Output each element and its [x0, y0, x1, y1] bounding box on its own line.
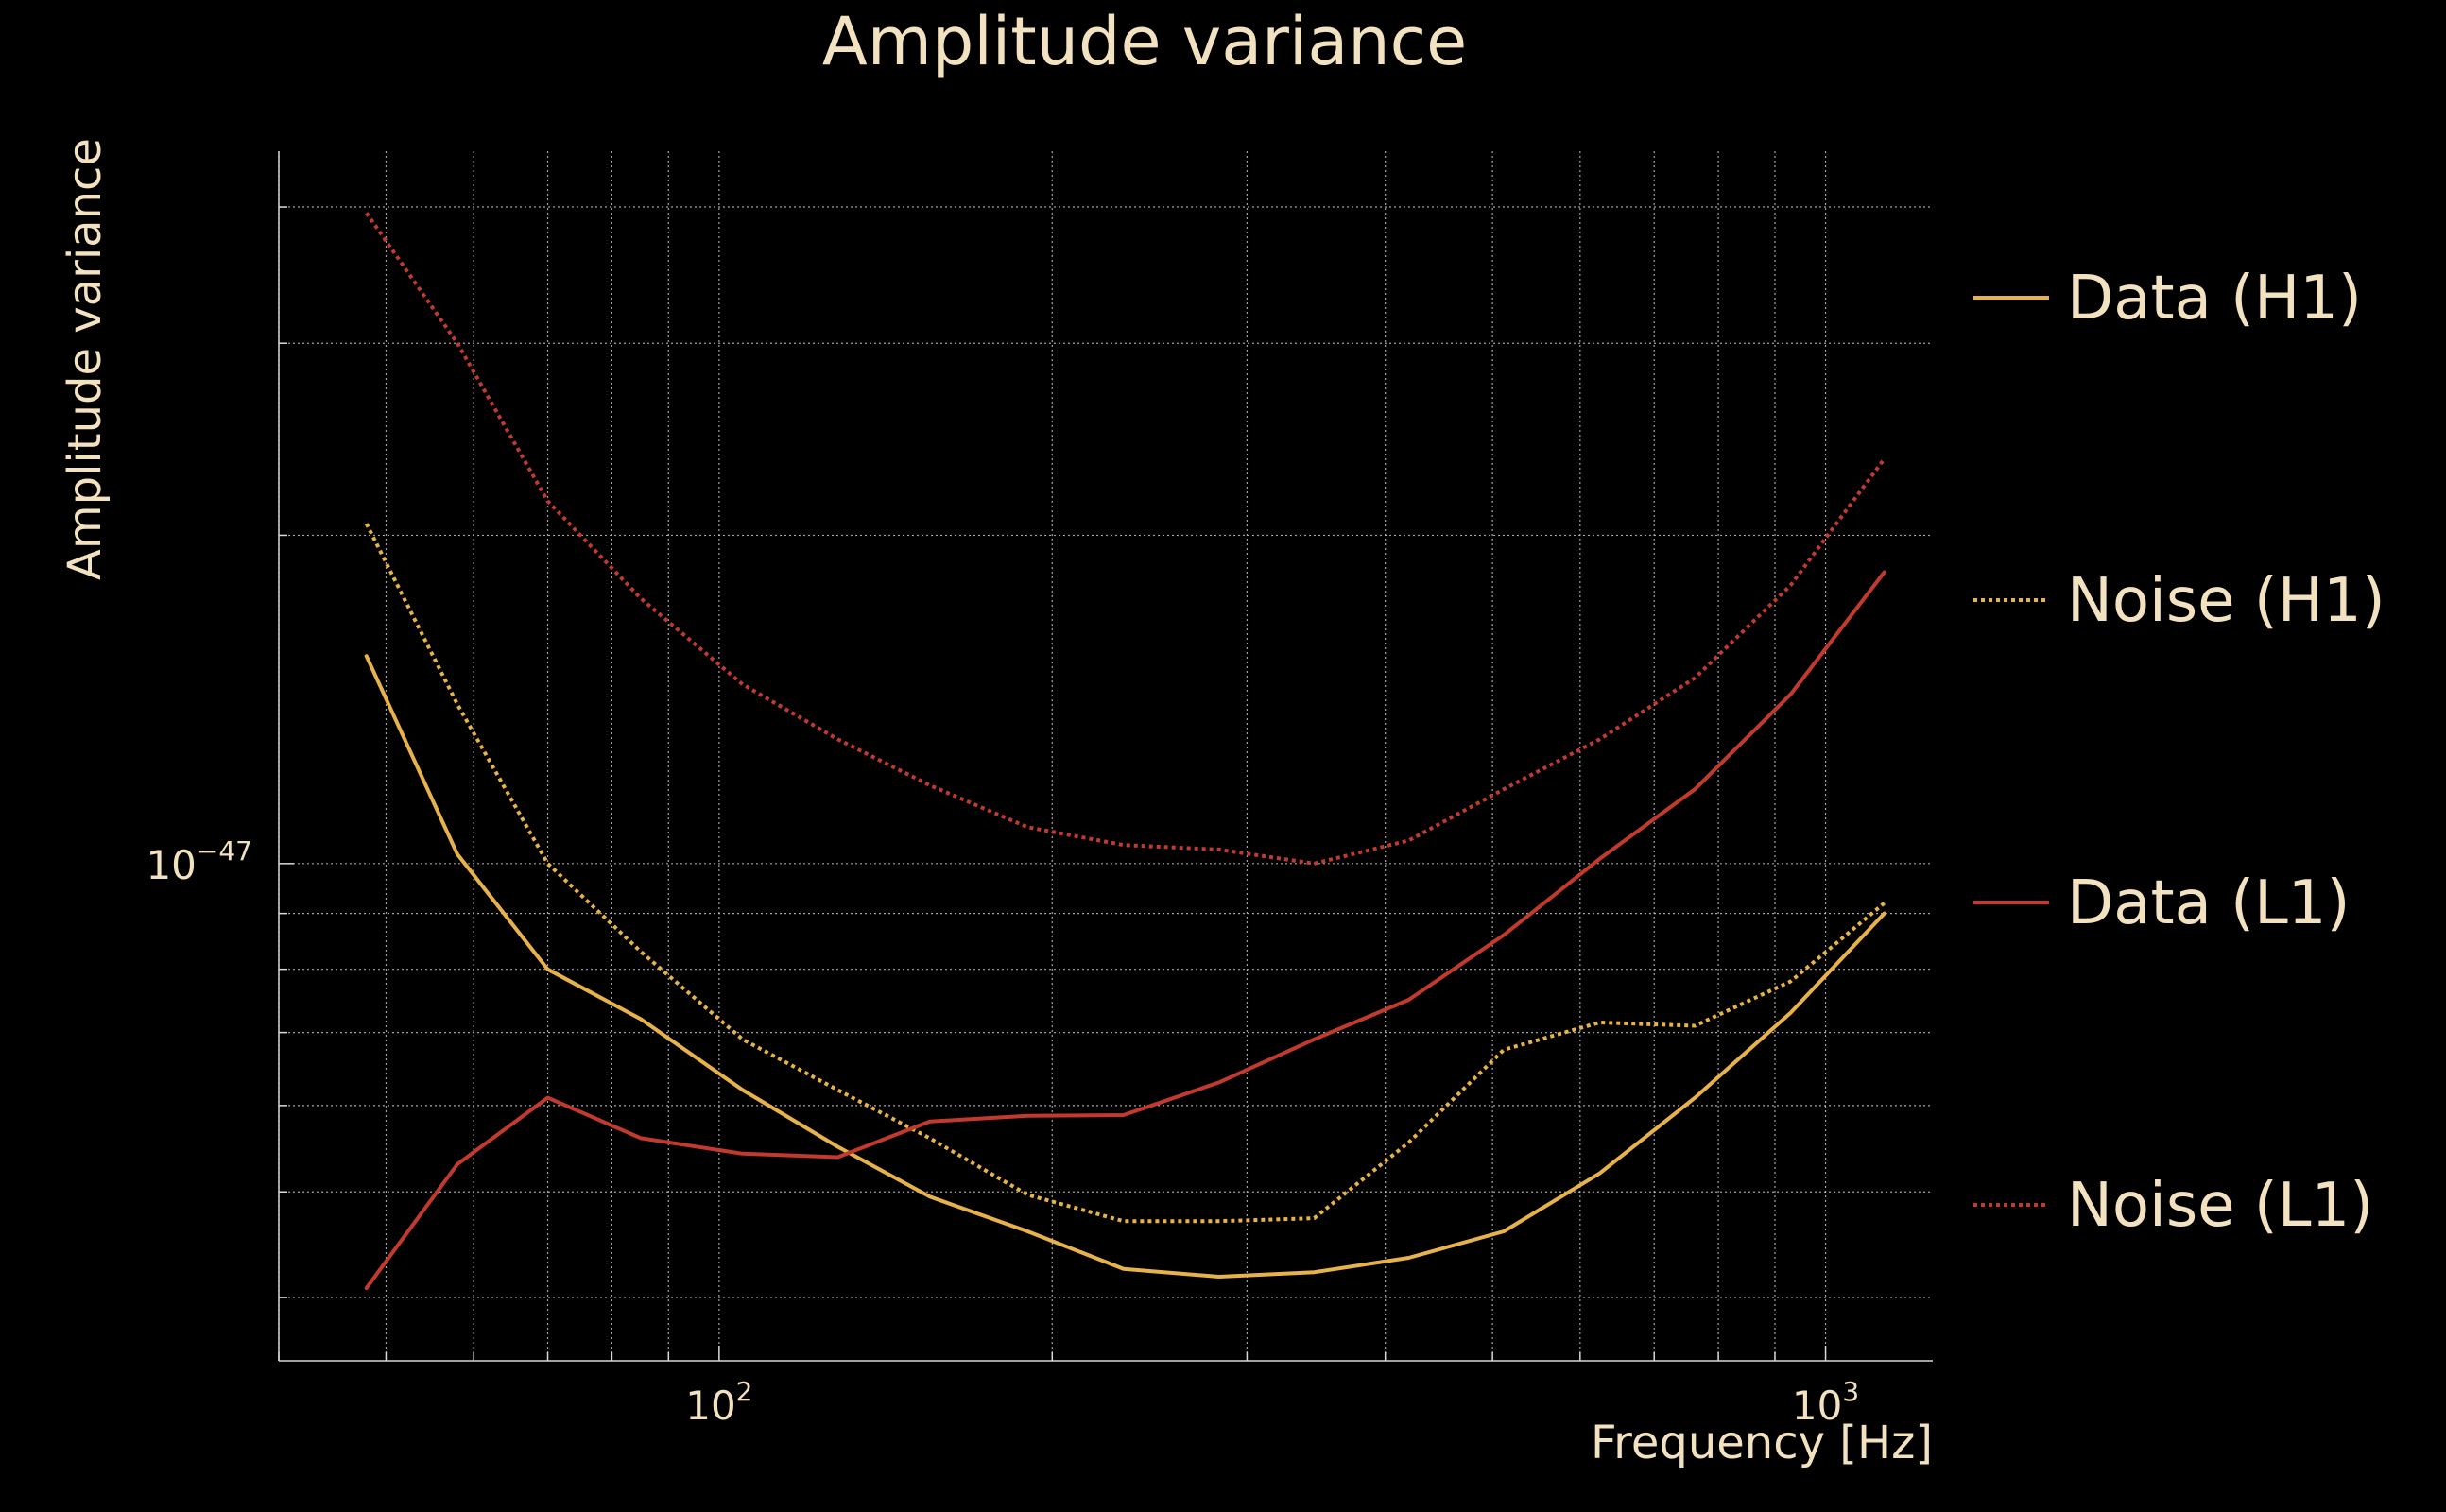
legend: Data (H1) Noise (H1) Data (L1) Noise (L1): [1973, 264, 2386, 1241]
x-tick-label: 103: [1792, 1376, 1859, 1429]
grid: [278, 151, 1933, 1361]
tick-labels: 102 103 10−47: [146, 835, 1859, 1429]
series-line: [364, 570, 1886, 1291]
series-line: [364, 654, 1886, 1279]
legend-label: Noise (H1): [2067, 566, 2386, 636]
chart-title: Amplitude variance: [822, 3, 1467, 80]
x-axis-label: Frequency [Hz]: [1591, 1417, 1933, 1469]
legend-label: Data (L1): [2067, 868, 2350, 938]
y-tick-label: 10−47: [146, 835, 252, 888]
legend-label: Data (H1): [2067, 264, 2362, 334]
series-line: [364, 523, 1886, 1224]
axes: [278, 151, 1933, 1362]
series-lines: [364, 212, 1886, 1291]
y-axis-label: Amplitude variance: [59, 138, 112, 580]
legend-label: Noise (L1): [2067, 1171, 2373, 1241]
x-tick-label: 102: [685, 1376, 752, 1429]
series-line: [365, 212, 1886, 866]
